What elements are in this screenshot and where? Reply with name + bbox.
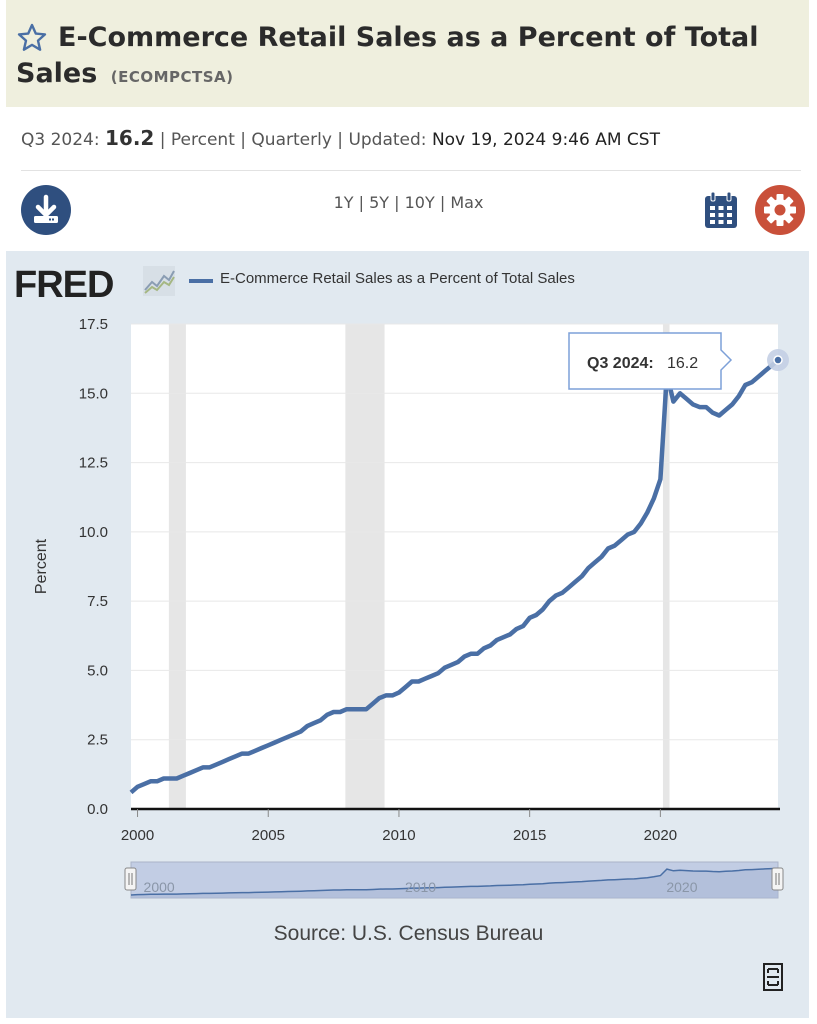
fullscreen-icon[interactable] [763, 963, 783, 991]
series-id: (ECOMPCTSA) [110, 68, 234, 86]
range-max[interactable]: Max [450, 193, 484, 212]
settings-button[interactable] [755, 185, 805, 235]
range-5y[interactable]: 5Y [369, 193, 390, 212]
fred-logo: FRED [14, 264, 114, 306]
observation-period: Q3 2024: [21, 130, 100, 150]
separator: | [358, 193, 364, 212]
star-icon[interactable] [16, 22, 48, 54]
legend-swatch [189, 279, 213, 283]
page-title: E-Commerce Retail Sales as a Percent of … [16, 20, 786, 95]
legend-label: E-Commerce Retail Sales as a Percent of … [220, 270, 575, 287]
source-note: Source: U.S. Census Bureau [273, 922, 544, 945]
separator: | [159, 130, 166, 150]
separator: | [337, 130, 344, 150]
download-icon [34, 194, 58, 223]
frequency: Quarterly [251, 130, 332, 150]
calendar-icon[interactable] [702, 190, 740, 230]
title-band [6, 0, 809, 107]
gear-icon [764, 194, 796, 226]
range-1y[interactable]: 1Y [333, 193, 354, 212]
chart-panel [6, 251, 809, 1018]
fred-chart-icon [143, 266, 175, 296]
series-title: E-Commerce Retail Sales as a Percent of … [16, 22, 759, 89]
updated-date: Nov 19, 2024 9:46 AM CST [431, 130, 660, 150]
separator: | [394, 193, 400, 212]
divider [21, 170, 801, 171]
download-button[interactable] [21, 185, 71, 235]
observation-summary: Q3 2024: 16.2 | Percent | Quarterly | Up… [21, 126, 660, 150]
units: Percent [170, 130, 235, 150]
updated-label: Updated: [348, 130, 427, 150]
separator: | [439, 193, 446, 212]
range-10y[interactable]: 10Y [404, 193, 435, 212]
date-range-selector: 1Y | 5Y | 10Y | Max [0, 193, 817, 212]
observation-value: 16.2 [105, 126, 155, 150]
separator: | [240, 130, 247, 150]
